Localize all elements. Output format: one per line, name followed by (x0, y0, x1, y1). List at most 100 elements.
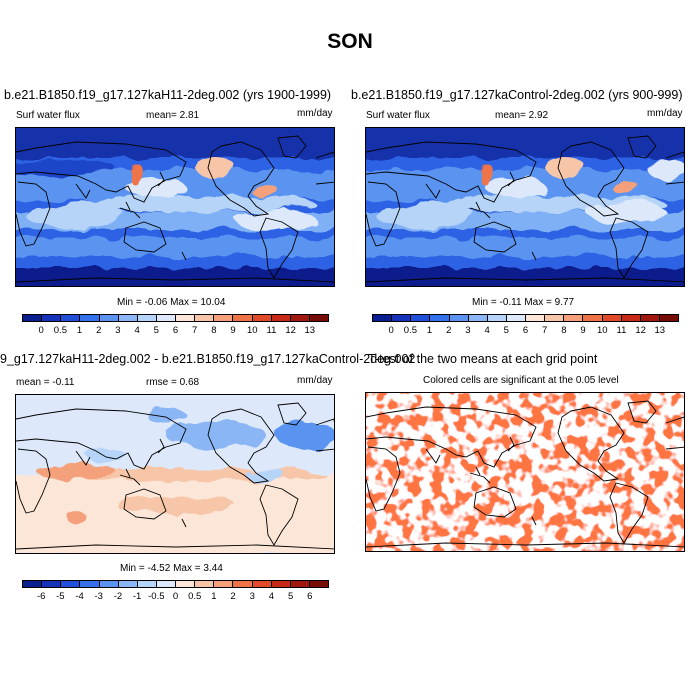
colorbar-tick-label: 4 (134, 325, 140, 336)
panel-2-minmax: Min = -0.11 Max = 9.77 (472, 297, 575, 308)
panel-1-minmax: Min = -0.06 Max = 10.04 (117, 297, 226, 308)
colorbar-tick-label: 7 (192, 325, 198, 336)
colorbar-tick-label: 11 (616, 325, 627, 336)
colorbar-swatch (271, 315, 291, 321)
colorbar-swatch (156, 315, 176, 321)
panel-1-units: mm/day (297, 108, 333, 119)
panel-1-mean-label: mean= 2.81 (146, 110, 200, 121)
colorbar-swatch (583, 315, 603, 321)
colorbar-swatch (214, 315, 234, 321)
colorbar-swatch (309, 581, 328, 587)
colorbar-tick-label: 0.5 (188, 591, 202, 602)
colorbar-tick-label: 13 (304, 325, 316, 336)
colorbar-tick-label: 10 (596, 325, 608, 336)
colorbar-swatch (118, 581, 138, 587)
colorbar-swatch (176, 581, 196, 587)
colorbar-tick-label: 5 (503, 325, 509, 336)
colorbar-tick-label: 4 (484, 325, 490, 336)
colorbar-swatch (118, 315, 138, 321)
colorbar-swatch (23, 315, 43, 321)
colorbar-tick-label: 5 (153, 325, 159, 336)
colorbar-tick-label: -0.5 (148, 591, 165, 602)
colorbar-tick-label: 3 (249, 591, 255, 602)
colorbar-tick-label: 2 (446, 325, 452, 336)
colorbar-swatch (252, 315, 272, 321)
colorbar-tick-label: 1 (211, 591, 217, 602)
colorbar-tick-label: 1 (76, 325, 83, 336)
panel-2-units: mm/day (647, 108, 683, 119)
colorbar-tick-label: 9 (230, 325, 236, 336)
colorbar-swatch (659, 315, 678, 321)
colorbar-tick-label: 0.5 (403, 325, 417, 336)
colorbar-tick-label: 12 (635, 325, 646, 336)
colorbar-swatch (545, 315, 565, 321)
colorbar-swatch (373, 315, 393, 321)
colorbar-swatch (214, 581, 234, 587)
colorbar-tick-label: 1 (426, 325, 433, 336)
panel-4-header: T-test of the two means at each grid poi… (368, 352, 598, 366)
colorbar-tick-label: -5 (56, 591, 65, 602)
panel-3-map (15, 394, 335, 554)
colorbar-tick-label: 0 (172, 591, 179, 602)
colorbar-tick-label: -1 (132, 591, 142, 602)
colorbar-swatch (621, 315, 641, 321)
colorbar-swatch (411, 315, 431, 321)
panel-3-rmse-label: rmse = 0.68 (146, 377, 200, 388)
panel-1-header: b.e21.B1850.f19_g17.127kaH11-2deg.002 (y… (4, 88, 332, 102)
colorbar-tick-label: 12 (285, 325, 296, 336)
colorbar-3 (22, 580, 329, 588)
colorbar-tick-label: 8 (561, 325, 567, 336)
colorbar-swatch (449, 315, 469, 321)
colorbar-tick-label: 0 (388, 325, 394, 336)
panel-2-header: b.e21.B1850.f19_g17.127kaControl-2deg.00… (351, 88, 683, 102)
colorbar-tick-label: 0.5 (53, 325, 67, 336)
colorbar-swatch (233, 315, 253, 321)
colorbar-swatch (252, 581, 272, 587)
colorbar-swatch (602, 315, 622, 321)
panel-3-mean-label: mean = -0.11 (16, 377, 75, 388)
colorbar-tick-label: -3 (94, 591, 103, 602)
colorbar-tick-label: -4 (75, 591, 84, 602)
colorbar-tick-label: 5 (287, 591, 294, 602)
colorbar-swatch (468, 315, 488, 321)
colorbar-swatch (430, 315, 450, 321)
panel-3-units: mm/day (297, 375, 333, 386)
panel-2-mean-label: mean= 2.92 (495, 110, 549, 121)
colorbar-swatch (271, 581, 291, 587)
colorbar-swatch (156, 581, 176, 587)
colorbar-swatch (80, 315, 100, 321)
figure-title: SON (327, 30, 373, 53)
colorbar-swatch (487, 315, 507, 321)
colorbar-tick-label: 3 (115, 325, 121, 336)
colorbar-swatch (506, 315, 526, 321)
panel-1-variable-label: Surf water flux (16, 110, 80, 121)
colorbar-swatch (99, 315, 119, 321)
colorbar-swatch (176, 315, 196, 321)
colorbar-tick-label: 6 (522, 325, 529, 336)
colorbar-swatch (564, 315, 584, 321)
colorbar-tick-label: 2 (230, 591, 236, 602)
panel-4-map (365, 392, 685, 552)
colorbar-swatch (290, 315, 310, 321)
colorbar-1 (22, 314, 329, 322)
colorbar-swatch (42, 315, 62, 321)
colorbar-tick-label: 0 (38, 325, 44, 336)
colorbar-swatch (526, 315, 546, 321)
colorbar-tick-label: 9 (580, 325, 586, 336)
panel-3-header: 9_g17.127kaH11-2deg.002 - b.e21.B1850.f1… (0, 352, 416, 366)
colorbar-swatch (195, 581, 215, 587)
colorbar-tick-label: 7 (542, 325, 548, 336)
colorbar-tick-label: 11 (266, 325, 277, 336)
colorbar-swatch (195, 315, 215, 321)
colorbar-tick-label: -6 (36, 591, 46, 602)
panel-3-minmax: Min = -4.52 Max = 3.44 (120, 563, 223, 574)
colorbar-tick-label: 13 (654, 325, 666, 336)
colorbar-swatch (23, 581, 43, 587)
colorbar-tick-label: 4 (268, 591, 275, 602)
colorbar-swatch (99, 581, 119, 587)
colorbar-tick-label: 2 (96, 325, 102, 336)
colorbar-swatch (42, 581, 62, 587)
colorbar-swatch (640, 315, 660, 321)
panel-4-subheader: Colored cells are significant at the 0.0… (423, 375, 619, 386)
panel-2-variable-label: Surf water flux (366, 110, 430, 121)
